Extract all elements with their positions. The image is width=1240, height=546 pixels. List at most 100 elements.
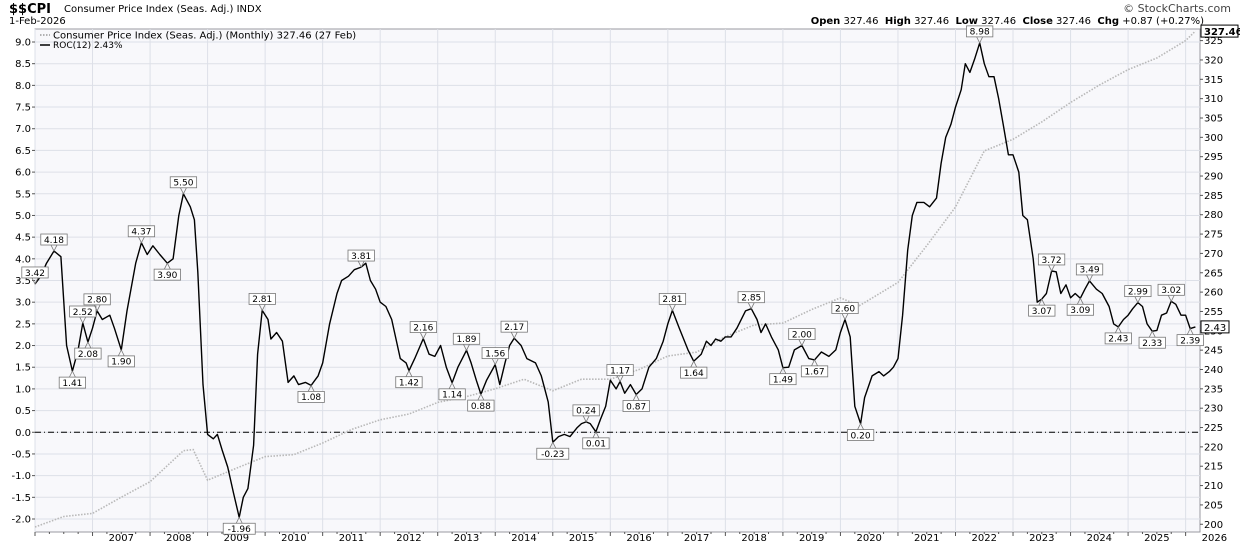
open-label: Open <box>810 16 841 27</box>
annotation-box <box>169 176 198 189</box>
annotation-box <box>966 25 994 38</box>
annotation-label: 5.50 <box>173 179 193 189</box>
annotation-box <box>1124 285 1152 298</box>
high-value: 327.46 <box>914 16 950 27</box>
annotation-label: 2.33 <box>1142 339 1162 349</box>
low-label: Low <box>955 16 978 27</box>
annotation-label: 3.07 <box>1032 307 1052 317</box>
left-tick-label: 1.0 <box>15 384 31 395</box>
annotation-label: 2.81 <box>252 295 272 305</box>
annotation-box <box>831 302 859 314</box>
annotation-label: 1.08 <box>301 393 321 403</box>
annotation-pointer <box>798 339 806 347</box>
annotation-box <box>1138 336 1166 349</box>
annotation-pointer <box>117 348 125 357</box>
left-tick-label: 2.0 <box>15 341 31 352</box>
close-value: 327.46 <box>1056 16 1092 27</box>
annotation-box <box>769 373 797 386</box>
annotation-box <box>572 404 600 417</box>
annotation-pointer <box>69 370 76 378</box>
annotation-pointer <box>747 302 755 310</box>
annotation-label: 3.72 <box>1042 256 1062 266</box>
annotation-pointer <box>632 393 640 401</box>
x-tick-label: 2023 <box>1029 533 1054 544</box>
annotation-label: 1.14 <box>442 391 462 401</box>
right-tick-label: 315 <box>1204 75 1223 86</box>
x-axis: 2007 2008 2009 2010 2011 2012 2013 2014 2015 2016… <box>34 532 1227 544</box>
annotation-box <box>658 293 687 305</box>
annotation-label: 2.52 <box>73 308 93 318</box>
right-tick-label: 200 <box>1204 520 1223 531</box>
annotation-pointer <box>976 36 984 44</box>
x-tick-label: 2017 <box>684 533 709 544</box>
right-tick-label: 320 <box>1204 55 1223 66</box>
annotation-label: 1.67 <box>805 368 825 378</box>
left-tick-label: 4.0 <box>15 254 31 265</box>
annotation-box <box>69 305 97 318</box>
chg-label: Chg <box>1097 16 1120 27</box>
annotation-box <box>1075 263 1104 276</box>
legend-roc-label: ROC(12) 2.43% <box>53 41 123 51</box>
annotation-label: -0.23 <box>541 450 564 460</box>
left-axis: -2.0 -1.5 -1.0 -0.5 0.0 0.5 1.0 1.5 2.0 2.5 3.0 3.5… <box>11 38 35 525</box>
annotation-label: 1.56 <box>485 349 505 359</box>
annotation-pointer <box>491 358 499 366</box>
annotation-pointer <box>669 304 676 312</box>
legend: Consumer Price Index (Seas. Adj.) (Month… <box>40 31 356 51</box>
annotation-label: 8.98 <box>970 28 990 38</box>
right-axis: 2002052102152202252302352402452502552602… <box>1200 36 1223 531</box>
left-tick-label: -2.0 <box>11 514 31 525</box>
annotation-label: 1.49 <box>773 375 793 385</box>
annotation-box <box>737 291 765 304</box>
description-text: Consumer Price Index (Seas. Adj.) <box>64 4 234 15</box>
right-tick-label: 285 <box>1204 191 1223 202</box>
right-tick-label: 325 <box>1204 36 1223 47</box>
low-value: 327.46 <box>981 16 1017 27</box>
annotation-box <box>1028 304 1056 317</box>
left-tick-label: -0.5 <box>11 449 31 460</box>
annotation-label: 2.08 <box>78 350 98 360</box>
annotation-box <box>800 365 829 378</box>
annotation-label: 2.16 <box>413 323 433 333</box>
left-tick-label: 8.0 <box>15 81 31 92</box>
left-tick-label: 9.0 <box>15 38 31 49</box>
watermark: © StockCharts.com <box>1123 2 1231 15</box>
x-tick-label: 2022 <box>972 533 997 544</box>
annotation-label: 2.99 <box>1128 287 1148 297</box>
annotation-box <box>481 347 509 360</box>
left-tick-label: 6.5 <box>15 146 31 157</box>
chart-date: 1-Feb-2026 <box>9 16 66 27</box>
left-tick-label: 4.5 <box>15 233 31 244</box>
annotation-pointer <box>79 316 87 324</box>
left-tick-label: 6.0 <box>15 168 31 179</box>
annotation-pointer <box>235 516 243 524</box>
annotation-label: 2.39 <box>1180 336 1200 346</box>
gridlines <box>34 29 1200 532</box>
annotation-pointer <box>1076 297 1084 305</box>
exchange-text: INDX <box>236 4 262 15</box>
annotation-pointer <box>1048 264 1055 272</box>
annotation-pointer <box>549 441 557 449</box>
x-tick-label: 2012 <box>396 533 421 544</box>
annotation-box <box>606 364 634 376</box>
annotation-label: 2.80 <box>87 296 107 306</box>
x-tick-label: 2018 <box>741 533 766 544</box>
right-tick-label: 235 <box>1204 384 1223 395</box>
x-tick-label: 2009 <box>224 533 249 544</box>
annotation-box <box>83 293 111 306</box>
right-tick-label: 290 <box>1204 172 1223 183</box>
roc-line <box>34 42 1196 518</box>
annotation-pointer <box>84 341 92 349</box>
x-tick-label: 2021 <box>914 533 939 544</box>
x-tick-label: 2024 <box>1087 533 1112 544</box>
annotation-pointer <box>510 331 518 340</box>
annotation-label: 0.24 <box>576 407 596 417</box>
high-label: High <box>884 16 911 27</box>
annotation-label: 4.37 <box>131 228 151 238</box>
annotation-pointer <box>180 187 187 195</box>
last-value-markers: 327.46 2.43 <box>1200 24 1240 334</box>
annotation-box <box>153 268 181 281</box>
cpi-last-value-label: 327.46 <box>1204 27 1240 38</box>
right-tick-label: 230 <box>1204 404 1223 415</box>
